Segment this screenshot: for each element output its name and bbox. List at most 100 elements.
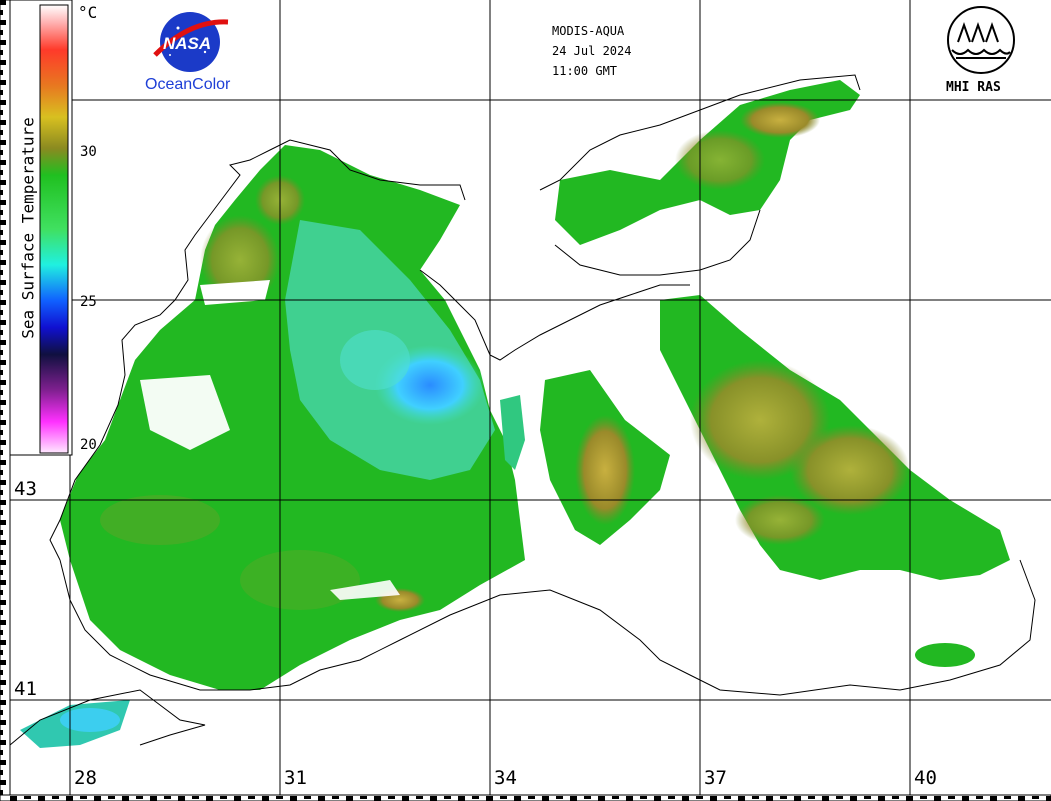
frame-tick xyxy=(514,796,521,801)
lon-label-37: 37 xyxy=(704,767,727,789)
frame-tick xyxy=(766,796,773,801)
frame-tick xyxy=(780,796,787,799)
frame-tick xyxy=(0,790,3,795)
frame-tick xyxy=(0,200,6,205)
frame-tick xyxy=(234,796,241,801)
frame-tick xyxy=(500,796,507,799)
sst-west xyxy=(60,145,525,690)
colorbar-tick-30: 30 xyxy=(80,144,97,160)
nasa-logo xyxy=(153,12,229,72)
frame-tick xyxy=(0,480,6,485)
frame-tick xyxy=(0,290,3,295)
frame-tick xyxy=(388,796,395,799)
frame-tick xyxy=(654,796,661,801)
frame-tick xyxy=(892,796,899,799)
frame-tick xyxy=(850,796,857,801)
frame-tick xyxy=(598,796,605,801)
lat-label-41: 41 xyxy=(14,678,37,700)
frame-tick xyxy=(0,150,3,155)
frame-tick xyxy=(808,796,815,799)
frame-tick xyxy=(0,170,3,175)
frame-tick xyxy=(0,550,3,555)
frame-tick xyxy=(836,796,843,799)
frame-tick xyxy=(164,796,171,799)
frame-tick xyxy=(0,710,3,715)
frame-tick xyxy=(0,270,3,275)
frame-tick xyxy=(0,760,6,765)
frame-tick xyxy=(0,100,6,105)
frame-tick xyxy=(136,796,143,799)
frame-tick xyxy=(710,796,717,801)
frame-tick xyxy=(0,730,3,735)
frame-tick xyxy=(612,796,619,799)
frame-tick xyxy=(0,190,3,195)
frame-tick xyxy=(0,70,3,75)
frame-tick xyxy=(0,260,6,265)
frame-tick xyxy=(0,400,6,405)
frame-tick xyxy=(220,796,227,799)
frame-tick xyxy=(0,560,6,565)
lon-label-31: 31 xyxy=(284,767,307,789)
frame-tick xyxy=(0,50,3,55)
frame-tick xyxy=(0,330,3,335)
frame-tick xyxy=(752,796,759,799)
frame-tick xyxy=(38,796,45,801)
frame-tick xyxy=(0,430,3,435)
frame-tick xyxy=(934,796,941,801)
frame-tick xyxy=(458,796,465,801)
frame-tick xyxy=(0,90,3,95)
frame-tick xyxy=(0,580,6,585)
date-label: 24 Jul 2024 xyxy=(552,44,632,58)
frame-tick xyxy=(0,180,6,185)
frame-tick xyxy=(0,750,3,755)
frame-tick xyxy=(920,796,927,799)
frame-tick xyxy=(0,450,3,455)
frame-tick xyxy=(0,320,6,325)
frame-tick xyxy=(0,780,6,785)
frame-tick xyxy=(878,796,885,801)
lon-label-28: 28 xyxy=(74,767,97,789)
frame-tick xyxy=(976,796,983,799)
frame-tick xyxy=(360,796,367,799)
frame-tick xyxy=(1018,796,1025,801)
frame-tick xyxy=(542,796,549,801)
frame-tick xyxy=(346,796,353,801)
frame-tick xyxy=(0,740,6,745)
frame-tick xyxy=(0,600,6,605)
frame-tick xyxy=(0,700,6,705)
frame-tick xyxy=(696,796,703,799)
frame-tick xyxy=(80,796,87,799)
colorbar-tick-25: 25 xyxy=(80,294,97,310)
frame-tick xyxy=(0,0,6,5)
sst-marmara xyxy=(20,700,130,748)
frame-tick xyxy=(0,640,6,645)
frame-tick xyxy=(0,220,6,225)
nasa-text: NASA xyxy=(163,34,212,53)
frame-tick xyxy=(304,796,311,799)
frame-tick xyxy=(906,796,913,801)
oceancolor-text: OceanColor xyxy=(145,76,231,93)
frame-tick xyxy=(0,590,3,595)
frame-tick xyxy=(528,796,535,799)
frame-tick xyxy=(276,796,283,799)
frame-tick xyxy=(0,500,6,505)
sst-azov xyxy=(555,80,860,245)
frame-tick xyxy=(962,796,969,801)
frame-tick xyxy=(0,360,6,365)
frame-tick xyxy=(640,796,647,799)
frame-tick xyxy=(66,796,73,801)
frame-tick xyxy=(0,460,6,465)
frame-tick xyxy=(948,796,955,799)
frame-tick xyxy=(1004,796,1011,799)
frame-tick xyxy=(0,240,6,245)
frame-tick xyxy=(0,660,6,665)
frame-tick xyxy=(0,340,6,345)
frame-tick xyxy=(0,390,3,395)
colorbar-title: Sea Surface Temperature xyxy=(18,117,38,339)
coastline xyxy=(9,74,1036,746)
frame-tick xyxy=(0,280,6,285)
frame-tick xyxy=(0,770,3,775)
frame-tick xyxy=(416,796,423,799)
frame-tick xyxy=(0,160,6,165)
